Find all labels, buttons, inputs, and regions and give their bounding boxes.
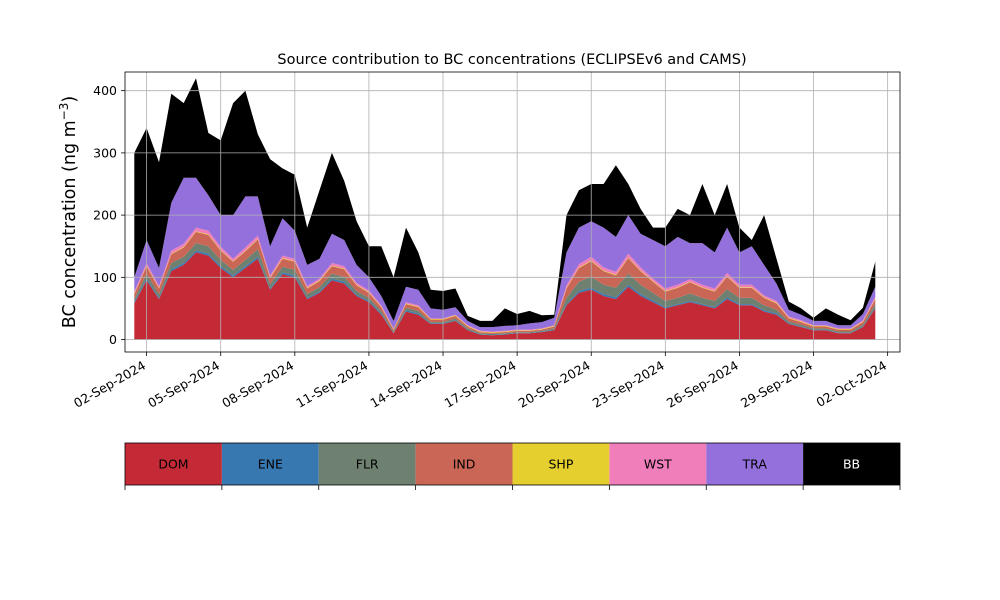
- legend-label-ind: IND: [453, 457, 476, 472]
- legend: DOM ENE FLR IND SHP WST TRA BB: [124, 442, 901, 490]
- y-tick-label: 200: [93, 208, 117, 223]
- legend-label-ene: ENE: [258, 457, 283, 472]
- legend-swatch-flr: [318, 443, 416, 485]
- y-axis-label: BC concentration (ng m−3): [57, 96, 80, 328]
- legend-label-shp: SHP: [549, 457, 574, 472]
- legend-label-tra: TRA: [742, 457, 768, 472]
- legend-swatch-wst: [609, 443, 707, 485]
- legend-frame: [124, 442, 901, 486]
- y-tick-label: 0: [109, 332, 117, 347]
- area-bb: [134, 78, 876, 328]
- area-ind: [134, 231, 876, 334]
- legend-swatch-shp: [512, 443, 610, 485]
- axes-frame: [124, 71, 901, 353]
- area-dom: [134, 252, 876, 340]
- chart-title: Source contribution to BC concentrations…: [277, 52, 746, 68]
- y-axis-label-close: ): [60, 96, 80, 103]
- y-tick-label: 300: [93, 145, 117, 160]
- legend-label-flr: FLR: [356, 457, 379, 472]
- legend-label-wst: WST: [644, 457, 672, 472]
- legend-swatch-dom: [125, 443, 222, 485]
- legend-swatch-bb: [803, 443, 900, 485]
- area-tra: [134, 177, 876, 332]
- legend-swatch-tra: [706, 443, 804, 485]
- y-tick-label: 100: [93, 270, 117, 285]
- y-tick-label: 400: [93, 83, 117, 98]
- area-flr: [134, 243, 876, 335]
- area-ene: [134, 250, 876, 336]
- y-axis-label-superscript: −3: [57, 103, 71, 121]
- legend-swatch-ene: [221, 443, 319, 485]
- legend-swatch-ind: [415, 443, 513, 485]
- legend-label-bb: BB: [843, 457, 860, 472]
- legend-label-dom: DOM: [158, 457, 188, 472]
- y-axis-label-text: BC concentration (ng m: [60, 120, 80, 328]
